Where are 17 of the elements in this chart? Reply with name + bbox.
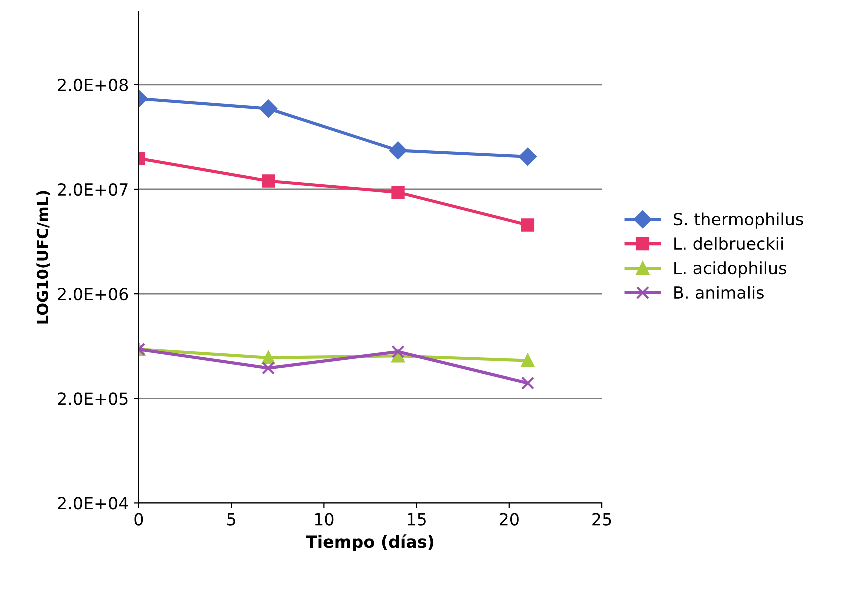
y-tick-label: 2.0E+05 bbox=[58, 392, 128, 406]
legend-label: L. delbrueckii bbox=[674, 237, 784, 250]
legend-label: S. thermophilus bbox=[674, 212, 804, 229]
y-tick-label: 2.0E+08 bbox=[58, 78, 128, 92]
x-tick-label: 15 bbox=[408, 513, 426, 526]
legend-label: B. animalis bbox=[674, 286, 764, 300]
x-tick-label: 10 bbox=[315, 513, 334, 526]
x-axis-title: Tiempo (días) bbox=[306, 534, 434, 552]
x-tick-label: 20 bbox=[500, 513, 519, 526]
y-tick-label: 2.0E+04 bbox=[58, 497, 128, 510]
y-axis-title: LOG10(UFC/mL) bbox=[36, 191, 50, 324]
y-tick-label: 2.0E+06 bbox=[58, 288, 128, 301]
x-tick-label: 5 bbox=[228, 513, 236, 526]
y-tick-label: 2.0E+07 bbox=[58, 183, 128, 196]
x-tick-label: 0 bbox=[134, 513, 144, 526]
x-tick-label: 25 bbox=[592, 513, 612, 526]
legend-label: L. acidophilus bbox=[674, 262, 786, 278]
